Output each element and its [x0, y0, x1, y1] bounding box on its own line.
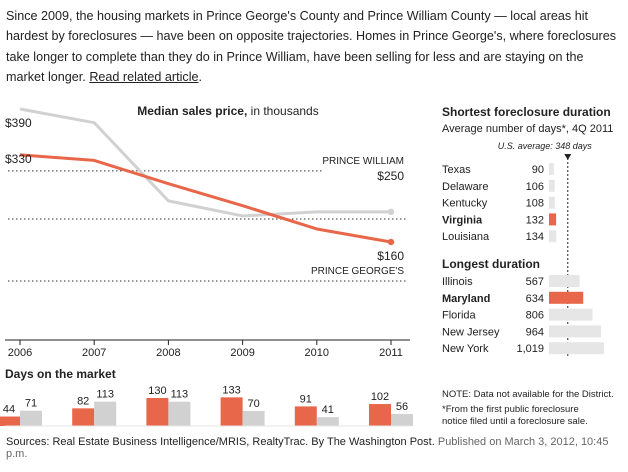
x-tick-label-2006: 2006	[8, 347, 32, 359]
days-bar-2008-prince-georges	[146, 398, 169, 426]
longest-value-illinois: 567	[526, 276, 544, 288]
shortest-state-louisiana: Louisiana	[442, 231, 490, 243]
days-bar-2006-prince-georges	[0, 416, 20, 426]
end-label-160: $160	[377, 249, 404, 263]
days-label-2006-prince-georges: 44	[3, 404, 15, 416]
longest-bar-maryland	[549, 291, 584, 304]
shortest-value-kentucky: 108	[526, 198, 544, 210]
us-average-marker	[564, 154, 572, 160]
days-bar-2009-prince-georges	[220, 397, 243, 426]
published-text: Published on March 3, 2012, 10:45 p.m.	[6, 436, 609, 460]
days-label-2007-prince-william: 113	[96, 389, 114, 401]
days-bar-2011-prince-william	[391, 413, 413, 426]
longest-bar-florida	[549, 308, 593, 321]
intro-paragraph: Since 2009, the housing markets in Princ…	[6, 6, 618, 88]
longest-value-maryland: 634	[526, 293, 544, 305]
shortest-duration-title: Shortest foreclosure duration	[442, 105, 611, 119]
shortest-state-texas: Texas	[442, 164, 471, 176]
end-label-prince-georges: PRINCE GEORGE'S	[311, 266, 404, 277]
days-label-2010-prince-william: 41	[322, 404, 334, 416]
longest-value-new-york: 1,019	[516, 343, 544, 355]
footer-sources: Sources: Real Estate Business Intelligen…	[6, 436, 628, 460]
end-label-250: $250	[377, 169, 404, 183]
read-related-article-link[interactable]: Read related article	[89, 70, 199, 85]
days-label-2008-prince-georges: 130	[148, 385, 166, 397]
line-chart-title: Median sales price, in thousands	[137, 104, 318, 118]
shortest-value-virginia: 132	[526, 214, 544, 226]
series-endpoint-prince-georges	[387, 238, 395, 246]
days-bar-2011-prince-georges	[369, 404, 391, 426]
longest-value-new-jersey: 964	[526, 326, 544, 338]
days-bar-2010-prince-georges	[294, 406, 317, 426]
shortest-bar-delaware	[549, 179, 555, 192]
sources-text: Sources: Real Estate Business Intelligen…	[6, 436, 435, 448]
shortest-state-delaware: Delaware	[442, 181, 488, 193]
note-district: NOTE: Data not available for the Distric…	[442, 389, 614, 400]
x-tick-label-2007: 2007	[82, 347, 106, 359]
days-label-2010-prince-georges: 91	[300, 393, 312, 405]
shortest-state-virginia: Virginia	[442, 214, 483, 226]
longest-state-new-york: New York	[442, 343, 489, 355]
days-bar-2007-prince-georges	[72, 408, 95, 426]
longest-state-florida: Florida	[442, 310, 477, 322]
days-bar-2006-prince-william	[20, 410, 42, 426]
note-footnote-line2: notice filed until a foreclosure sale.	[442, 416, 588, 427]
start-label-390: $390	[5, 116, 32, 130]
days-label-2006-prince-william: 71	[25, 398, 37, 410]
x-tick-label-2011: 2011	[379, 347, 403, 359]
x-tick-label-2009: 2009	[230, 347, 254, 359]
days-label-2009-prince-william: 70	[247, 398, 259, 410]
shortest-bar-louisiana	[549, 230, 557, 243]
longest-value-florida: 806	[526, 310, 544, 322]
shortest-bar-kentucky	[549, 196, 555, 209]
longest-state-maryland: Maryland	[442, 293, 490, 305]
longest-duration-title: Longest duration	[442, 257, 540, 271]
end-label-prince-william: PRINCE WILLIAM	[322, 156, 404, 167]
days-label-2011-prince-georges: 102	[371, 391, 389, 403]
intro-text: Since 2009, the housing markets in Princ…	[6, 9, 617, 85]
days-bar-2007-prince-william	[94, 401, 117, 426]
shortest-bar-texas	[549, 163, 554, 175]
intro-period: .	[198, 70, 203, 85]
shortest-bar-virginia	[549, 213, 557, 226]
longest-state-illinois: Illinois	[442, 276, 473, 288]
days-bar-2010-prince-william	[316, 417, 339, 426]
x-tick-label-2010: 2010	[305, 347, 329, 359]
series-line-prince-william	[19, 107, 391, 218]
shortest-value-texas: 90	[532, 164, 544, 176]
days-label-2008-prince-william: 113	[171, 389, 189, 401]
shortest-value-louisiana: 134	[526, 231, 544, 243]
days-on-market-title: Days on the market	[5, 367, 116, 381]
shortest-state-kentucky: Kentucky	[442, 198, 488, 210]
note-footnote-line1: *From the first public foreclosure	[442, 404, 579, 415]
days-label-2009-prince-georges: 133	[222, 384, 240, 396]
longest-bar-new-jersey	[549, 325, 602, 338]
line-chart-title-rest: in thousands	[247, 104, 318, 118]
start-label-330: $330	[5, 152, 32, 166]
longest-bar-new-york	[549, 342, 604, 355]
longest-state-new-jersey: New Jersey	[442, 326, 500, 338]
days-bar-2009-prince-william	[242, 410, 265, 426]
us-average-label: U.S. average: 348 days	[498, 141, 593, 151]
longest-bar-illinois	[549, 275, 580, 287]
shortest-duration-subtitle: Average number of days*, 4Q 2011	[442, 123, 613, 135]
series-line-prince-georges	[19, 153, 392, 244]
days-label-2011-prince-william: 56	[396, 401, 408, 413]
line-chart-title-bold: Median sales price,	[137, 104, 247, 118]
shortest-value-delaware: 106	[526, 181, 544, 193]
days-bar-2008-prince-william	[168, 401, 191, 426]
series-endpoint-prince-william	[387, 208, 395, 216]
x-tick-label-2008: 2008	[156, 347, 180, 359]
days-label-2007-prince-georges: 82	[77, 395, 89, 407]
